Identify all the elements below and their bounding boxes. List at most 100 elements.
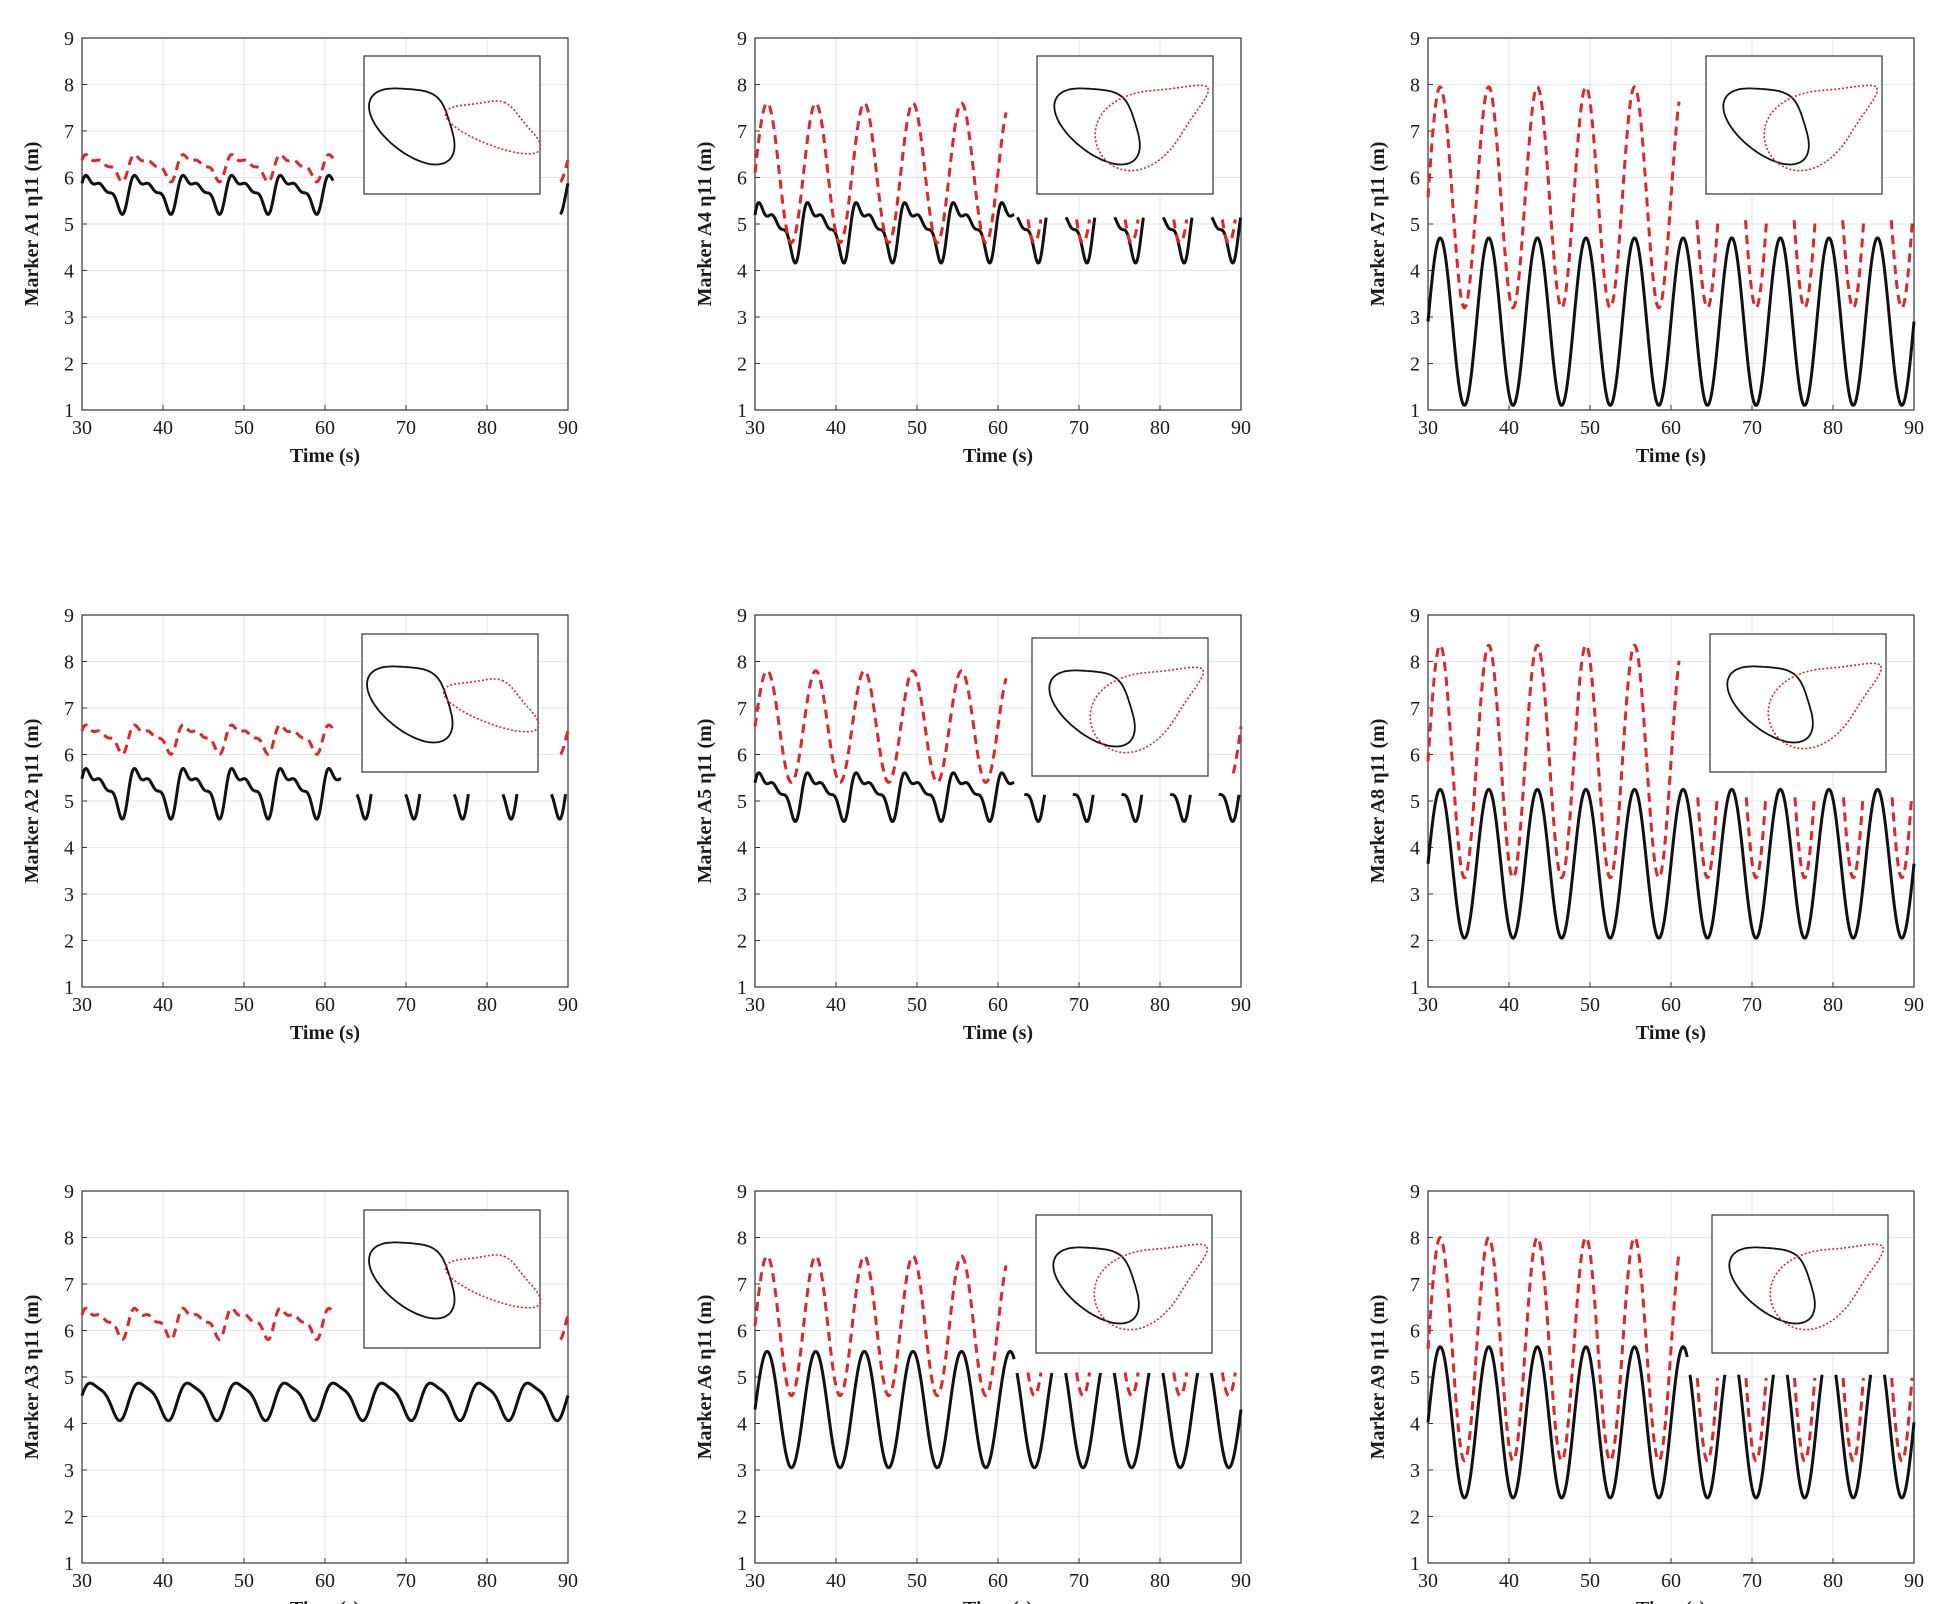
y-tick-label: 1 bbox=[64, 1553, 74, 1575]
y-tick-label: 9 bbox=[1410, 605, 1420, 627]
y-tick-label: 1 bbox=[1410, 1553, 1420, 1575]
y-tick-label: 7 bbox=[1410, 1274, 1420, 1296]
y-tick-label: 1 bbox=[64, 977, 74, 999]
panel-a2: 30 40 50 60 70 80 90 1 2 3 4 5 6 7 8 9 Time (s) Marker A2… bbox=[21, 605, 578, 1044]
y-tick-label: 2 bbox=[737, 1507, 747, 1529]
inset-phase-portrait bbox=[1709, 633, 1887, 773]
inset-dashed-loop bbox=[444, 100, 542, 155]
inset-solid-loop bbox=[1052, 1246, 1140, 1325]
inset-solid-loop bbox=[1053, 87, 1141, 166]
series-line-dashed bbox=[753, 1254, 1237, 1398]
y-tick-label: 8 bbox=[1410, 1228, 1420, 1250]
y-tick-label: 7 bbox=[737, 121, 747, 143]
x-axis-label: Time (s) bbox=[1636, 445, 1706, 467]
inset-solid-loop bbox=[1728, 1246, 1816, 1325]
y-tick-label: 7 bbox=[64, 121, 74, 143]
y-tick-label: 3 bbox=[737, 1460, 747, 1482]
y-tick-label: 6 bbox=[64, 1321, 74, 1343]
x-axis-label: Time (s) bbox=[290, 1598, 360, 1604]
x-tick-label: 30 bbox=[745, 417, 765, 439]
x-tick-label: 60 bbox=[315, 417, 335, 439]
inset-frame bbox=[1709, 633, 1887, 773]
y-tick-label: 7 bbox=[64, 1274, 74, 1296]
x-tick-label: 60 bbox=[988, 417, 1008, 439]
x-axis-label: Time (s) bbox=[290, 1022, 360, 1044]
y-axis-label: Marker A4 η11 (m) bbox=[694, 142, 716, 307]
y-tick-label: 8 bbox=[737, 75, 747, 97]
x-tick-label: 40 bbox=[1499, 417, 1519, 439]
series-line-dashed bbox=[1426, 1236, 1914, 1463]
y-tick-label: 9 bbox=[64, 28, 74, 50]
y-tick-label: 1 bbox=[64, 400, 74, 422]
x-tick-label: 50 bbox=[907, 994, 927, 1016]
x-tick-label: 80 bbox=[1823, 994, 1843, 1016]
y-tick-label: 8 bbox=[64, 1228, 74, 1250]
y-tick-label: 8 bbox=[1410, 75, 1420, 97]
series-line-solid bbox=[80, 173, 570, 216]
y-tick-label: 4 bbox=[64, 1414, 74, 1436]
y-tick-label: 9 bbox=[64, 1181, 74, 1203]
x-tick-label: 90 bbox=[1904, 1570, 1924, 1592]
inset-dashed-loop bbox=[442, 678, 540, 733]
x-axis-label: Time (s) bbox=[963, 445, 1033, 467]
y-tick-label: 7 bbox=[1410, 698, 1420, 720]
y-tick-label: 1 bbox=[1410, 400, 1420, 422]
inset-frame bbox=[1711, 1214, 1889, 1354]
series-line-dashed bbox=[80, 723, 570, 756]
y-tick-label: 2 bbox=[1410, 354, 1420, 376]
y-tick-label: 5 bbox=[64, 214, 74, 236]
x-tick-label: 70 bbox=[1742, 994, 1762, 1016]
panel-a1: 30 40 50 60 70 80 90 1 2 3 4 5 6 7 8 9 Time (s) Marker A1… bbox=[21, 28, 578, 467]
y-axis-label: Marker A7 η11 (m) bbox=[1367, 142, 1389, 307]
y-axis-label: Marker A6 η11 (m) bbox=[694, 1295, 716, 1460]
x-tick-label: 60 bbox=[988, 994, 1008, 1016]
x-tick-label: 60 bbox=[1661, 417, 1681, 439]
y-tick-label: 4 bbox=[64, 838, 74, 860]
y-tick-label: 7 bbox=[737, 1274, 747, 1296]
x-tick-label: 40 bbox=[1499, 994, 1519, 1016]
y-axis-label: Marker A9 η11 (m) bbox=[1367, 1295, 1389, 1460]
y-tick-label: 7 bbox=[737, 698, 747, 720]
y-tick-label: 5 bbox=[737, 791, 747, 813]
x-tick-label: 30 bbox=[745, 994, 765, 1016]
x-tick-label: 40 bbox=[153, 417, 173, 439]
x-tick-label: 90 bbox=[1231, 994, 1251, 1016]
x-tick-label: 30 bbox=[72, 417, 92, 439]
y-tick-label: 4 bbox=[737, 261, 747, 283]
x-tick-label: 80 bbox=[1150, 994, 1170, 1016]
series-line-solid bbox=[80, 767, 568, 821]
series-line-dashed bbox=[80, 1306, 570, 1342]
x-tick-label: 40 bbox=[153, 994, 173, 1016]
y-tick-label: 2 bbox=[1410, 931, 1420, 953]
y-tick-label: 1 bbox=[1410, 977, 1420, 999]
y-tick-label: 9 bbox=[1410, 28, 1420, 50]
x-tick-label: 90 bbox=[558, 417, 578, 439]
y-tick-label: 6 bbox=[737, 1321, 747, 1343]
y-tick-label: 3 bbox=[64, 1460, 74, 1482]
inset-solid-loop bbox=[368, 1241, 456, 1320]
y-tick-label: 4 bbox=[1410, 1414, 1420, 1436]
x-tick-label: 40 bbox=[826, 417, 846, 439]
y-tick-label: 9 bbox=[64, 605, 74, 627]
series-line-dashed bbox=[753, 669, 1243, 784]
series-line-solid bbox=[1426, 236, 1916, 407]
x-tick-label: 50 bbox=[907, 417, 927, 439]
y-tick-label: 2 bbox=[64, 931, 74, 953]
y-axis-label: Marker A2 η11 (m) bbox=[21, 719, 43, 884]
y-tick-label: 5 bbox=[64, 791, 74, 813]
x-tick-label: 50 bbox=[234, 417, 254, 439]
inset-phase-portrait bbox=[363, 1209, 542, 1349]
x-tick-label: 70 bbox=[396, 1570, 416, 1592]
series-line-solid bbox=[753, 1349, 1243, 1470]
x-tick-label: 70 bbox=[1742, 1570, 1762, 1592]
x-tick-label: 40 bbox=[153, 1570, 173, 1592]
y-tick-label: 4 bbox=[64, 261, 74, 283]
inset-dashed-loop bbox=[444, 1254, 542, 1309]
inset-phase-portrait bbox=[1711, 1214, 1889, 1354]
inset-phase-portrait bbox=[1705, 55, 1883, 195]
y-tick-label: 3 bbox=[64, 307, 74, 329]
y-tick-label: 9 bbox=[1410, 1181, 1420, 1203]
x-tick-label: 30 bbox=[72, 1570, 92, 1592]
x-tick-label: 50 bbox=[1580, 417, 1600, 439]
panel-a9: 30 40 50 60 70 80 90 1 2 3 4 5 6 7 8 9 Time (s) Marker A9… bbox=[1367, 1181, 1924, 1604]
